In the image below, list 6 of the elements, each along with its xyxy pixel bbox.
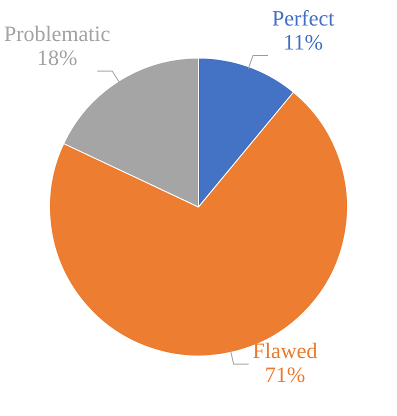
data-label: 11% (283, 29, 323, 54)
data-label: 18% (36, 44, 78, 70)
data-label: 71% (264, 362, 306, 387)
slice-label: Flawed (252, 338, 318, 363)
slice-label: Perfect (272, 5, 334, 30)
slice-label: Problematic (4, 20, 111, 46)
